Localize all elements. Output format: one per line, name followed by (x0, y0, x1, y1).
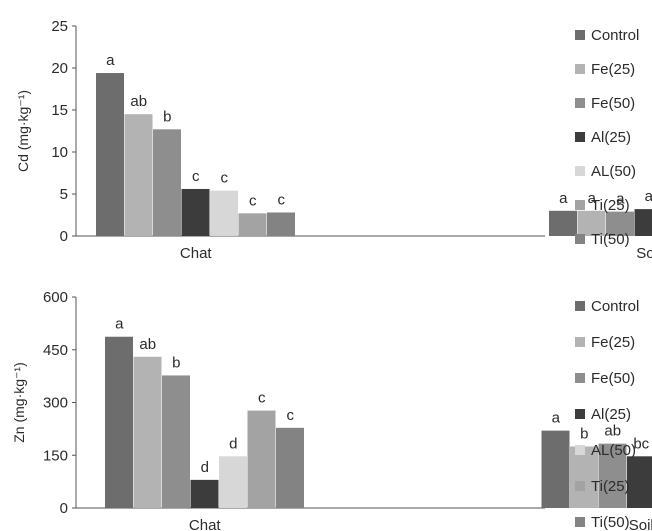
bar-control-soil (541, 430, 570, 508)
legend-swatch (575, 132, 585, 142)
significance-label: a (552, 410, 561, 427)
legend-label: AL(50) (591, 442, 636, 459)
significance-label: b (172, 354, 180, 371)
bar-fe50-chat (153, 129, 181, 236)
bar-control-chat (96, 73, 124, 236)
significance-label: c (221, 170, 229, 187)
bar-fe25-chat (124, 114, 153, 236)
y-tick-label: 0 (60, 228, 68, 245)
y-axis-title: Cd (mg·kg⁻¹) (15, 90, 31, 172)
y-axis-title: Zn (mg·kg⁻¹) (11, 362, 27, 443)
significance-label: ab (604, 423, 621, 440)
significance-label: b (163, 108, 171, 125)
significance-label: a (616, 191, 625, 208)
y-tick-label: 0 (60, 500, 68, 517)
x-category-label: Soil (629, 517, 652, 531)
legend-swatch (575, 481, 585, 491)
x-category-label: Chat (180, 245, 213, 262)
significance-label: c (278, 191, 286, 208)
x-category-label: Chat (189, 517, 222, 531)
legend-label: Fe(25) (591, 61, 635, 78)
legend-swatch (575, 234, 585, 244)
significance-label: d (201, 459, 209, 476)
y-tick-label: 20 (51, 60, 68, 77)
y-tick-label: 600 (43, 289, 68, 306)
bar-fe25-soil (570, 446, 598, 508)
y-tick-label: 5 (60, 186, 68, 203)
legend-label: Al(25) (591, 129, 631, 146)
legend-swatch (575, 200, 585, 210)
bar-al50-chat (219, 456, 247, 508)
significance-label: bc (633, 435, 649, 452)
legend-label: Al(25) (591, 406, 631, 423)
significance-label: ab (130, 93, 147, 110)
legend-label: AL(50) (591, 163, 636, 180)
significance-label: d (229, 435, 237, 452)
legend-swatch (575, 166, 585, 176)
legend-swatch (575, 98, 585, 108)
significance-label: c (249, 192, 257, 209)
x-category-label: Soil (636, 245, 652, 262)
bar-control-chat (105, 336, 133, 508)
bar-fe25-soil (577, 210, 606, 236)
bar-ti25-chat (238, 213, 267, 236)
legend-label: Control (591, 298, 639, 315)
significance-label: a (106, 52, 115, 69)
legend-label: Ti(50) (591, 514, 630, 531)
significance-label: ab (139, 336, 156, 353)
significance-label: c (192, 168, 200, 185)
bar-ti50-chat (267, 212, 295, 236)
bar-al25-chat (181, 188, 210, 236)
legend-swatch (575, 30, 585, 40)
y-tick-label: 150 (43, 447, 68, 464)
legend-label: Ti(50) (591, 231, 630, 248)
y-tick-label: 300 (43, 395, 68, 412)
significance-label: a (559, 190, 568, 207)
legend-swatch (575, 373, 585, 383)
bar-fe50-chat (162, 375, 190, 508)
legend-label: Control (591, 27, 639, 44)
legend-label: Ti(25) (591, 478, 630, 495)
legend-label: Fe(50) (591, 95, 635, 112)
bar-fe50-soil (598, 443, 627, 508)
legend-label: Fe(25) (591, 334, 635, 351)
bar-fe50-soil (606, 211, 634, 236)
bar-al25-soil (627, 456, 652, 508)
legend-swatch (575, 64, 585, 74)
legend-swatch (575, 409, 585, 419)
significance-label: a (115, 316, 124, 333)
significance-label: b (580, 425, 588, 442)
bar-al25-chat (190, 479, 219, 508)
significance-label: a (645, 188, 652, 205)
y-tick-label: 450 (43, 342, 68, 359)
bar-ti50-chat (276, 427, 304, 508)
legend-swatch (575, 445, 585, 455)
legend-swatch (575, 301, 585, 311)
legend-swatch (575, 337, 585, 347)
significance-label: c (287, 407, 295, 424)
bar-control-soil (549, 210, 577, 236)
y-tick-label: 15 (51, 102, 68, 119)
legend-label: Fe(50) (591, 370, 635, 387)
bar-al25-soil (634, 209, 652, 236)
y-tick-label: 10 (51, 144, 68, 161)
bar-fe25-chat (133, 356, 162, 508)
bar-al50-chat (210, 190, 238, 236)
significance-label: c (258, 390, 266, 407)
significance-label: a (588, 190, 597, 207)
y-tick-label: 25 (51, 18, 68, 35)
bar-ti25-chat (247, 410, 276, 508)
legend-swatch (575, 517, 585, 527)
legend-label: Ti(25) (591, 197, 630, 214)
